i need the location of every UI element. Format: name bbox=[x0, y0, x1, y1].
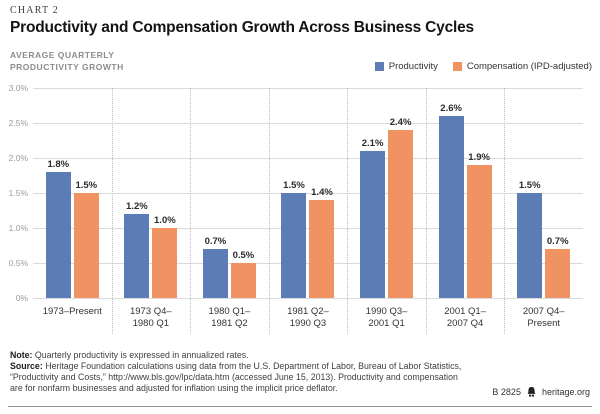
page-title: Productivity and Compensation Growth Acr… bbox=[10, 19, 474, 36]
footer-divider bbox=[8, 406, 592, 407]
source-text: Heritage Foundation calculations using d… bbox=[10, 361, 462, 393]
bar-compensation: 1.4% bbox=[309, 187, 335, 298]
bar-compensation: 1.9% bbox=[466, 152, 492, 298]
x-category-label: 2001 Q1– 2007 Q4 bbox=[444, 306, 486, 329]
category-separator bbox=[268, 88, 270, 334]
y-tick-label: 1.0% bbox=[8, 223, 28, 233]
chart-area: 0% 0.5% 1.0% 1.5% 2.0% 2.5% 3.0% 1.8% 1.5% 1973–P… bbox=[0, 83, 600, 334]
y-tick-label: 0.5% bbox=[8, 258, 28, 268]
note-label: Note: bbox=[10, 350, 33, 360]
bar-value-label: 1.9% bbox=[468, 152, 490, 163]
bar-value-label: 1.8% bbox=[47, 159, 70, 170]
bar-productivity: 0.7% bbox=[202, 236, 228, 298]
bar-compensation: 1.5% bbox=[73, 180, 99, 298]
x-category-label: 1973–Present bbox=[42, 306, 102, 317]
chart-number-label: CHART 2 bbox=[10, 5, 60, 16]
gridline bbox=[33, 263, 583, 264]
chart-id: B 2825 bbox=[492, 387, 521, 397]
bar-productivity: 1.8% bbox=[45, 159, 71, 298]
brand-line: B 2825 heritage.org bbox=[492, 387, 590, 397]
y-tick-label: 1.5% bbox=[8, 188, 28, 198]
category-separator bbox=[111, 88, 113, 334]
productivity-swatch-icon bbox=[374, 62, 384, 71]
gridline bbox=[33, 228, 583, 229]
category-separator bbox=[504, 88, 506, 334]
bar-value-label: 2.6% bbox=[440, 103, 462, 114]
bar-productivity: 1.2% bbox=[124, 201, 150, 298]
bar-group: 0.7% 0.5% bbox=[190, 88, 269, 298]
gridline bbox=[33, 193, 583, 194]
bar-value-label: 0.7% bbox=[204, 236, 227, 247]
legend-label: Compensation (IPD-adjusted) bbox=[466, 61, 592, 72]
footnotes: Note: Quarterly productivity is expresse… bbox=[10, 350, 472, 394]
legend-item-productivity: Productivity bbox=[374, 61, 438, 72]
plot-area bbox=[33, 88, 583, 299]
x-category-label: 1973 Q4– 1980 Q1 bbox=[129, 306, 172, 329]
bar-value-label: 1.5% bbox=[518, 180, 541, 191]
category-separator bbox=[190, 88, 192, 334]
bar-productivity: 1.5% bbox=[281, 180, 307, 298]
bar-group: 1.2% 1.0% bbox=[112, 88, 191, 298]
bar-compensation: 0.7% bbox=[545, 236, 571, 298]
bar-value-label: 1.4% bbox=[311, 187, 333, 198]
bar-value-label: 0.7% bbox=[546, 236, 569, 247]
bar-value-label: 1.5% bbox=[75, 180, 98, 191]
compensation-swatch-icon bbox=[452, 62, 462, 71]
bar-group: 1.5% 1.4% bbox=[269, 88, 348, 298]
source-line: Source: Heritage Foundation calculations… bbox=[10, 361, 472, 394]
y-axis-title: AVERAGE QUARTERLY PRODUCTIVITY GROWTH bbox=[10, 50, 124, 72]
bar-value-label: 1.5% bbox=[283, 180, 305, 191]
category-separator bbox=[347, 88, 349, 334]
y-tick-label: 2.0% bbox=[8, 153, 28, 163]
legend-item-compensation: Compensation (IPD-adjusted) bbox=[452, 61, 592, 72]
bar-value-label: 1.0% bbox=[154, 215, 176, 226]
category-separator bbox=[425, 88, 427, 334]
site-url: heritage.org bbox=[541, 387, 590, 397]
bar-value-label: 1.2% bbox=[126, 201, 148, 212]
y-tick-label: 2.5% bbox=[8, 118, 28, 128]
bar-group: 1.5% 0.7% bbox=[504, 88, 583, 298]
legend: Productivity Compensation (IPD-adjusted) bbox=[374, 61, 592, 72]
bar-value-label: 2.4% bbox=[389, 117, 412, 128]
bar-productivity: 2.6% bbox=[438, 103, 464, 298]
bar-group: 2.1% 2.4% bbox=[347, 88, 426, 298]
bar-compensation: 1.0% bbox=[152, 215, 178, 298]
y-tick-label: 0% bbox=[15, 293, 28, 303]
gridline bbox=[33, 298, 583, 299]
bar-value-label: 2.1% bbox=[361, 138, 384, 149]
note-text: Quarterly productivity is expressed in a… bbox=[32, 350, 249, 360]
bar-productivity: 2.1% bbox=[360, 138, 386, 298]
source-label: Source: bbox=[10, 361, 43, 371]
liberty-bell-icon bbox=[527, 387, 536, 397]
bar-compensation: 0.5% bbox=[230, 250, 256, 298]
legend-label: Productivity bbox=[388, 61, 438, 72]
x-category-label: 1981 Q2– 1990 Q3 bbox=[287, 306, 329, 329]
gridline bbox=[33, 158, 583, 159]
note-line: Note: Quarterly productivity is expresse… bbox=[10, 350, 472, 361]
y-tick-label: 3.0% bbox=[8, 83, 28, 93]
gridline bbox=[33, 123, 583, 124]
x-category-label: 1980 Q1– 1981 Q2 bbox=[208, 306, 251, 329]
x-category-label: 1990 Q3– 2001 Q1 bbox=[365, 306, 408, 329]
gridline bbox=[33, 88, 583, 89]
bar-compensation: 2.4% bbox=[388, 117, 414, 298]
x-category-label: 2007 Q4– Present bbox=[522, 306, 565, 329]
bar-productivity: 1.5% bbox=[517, 180, 543, 298]
bar-value-label: 0.5% bbox=[232, 250, 255, 261]
bar-group: 2.6% 1.9% bbox=[426, 88, 505, 298]
bar-group: 1.8% 1.5% bbox=[33, 88, 112, 298]
